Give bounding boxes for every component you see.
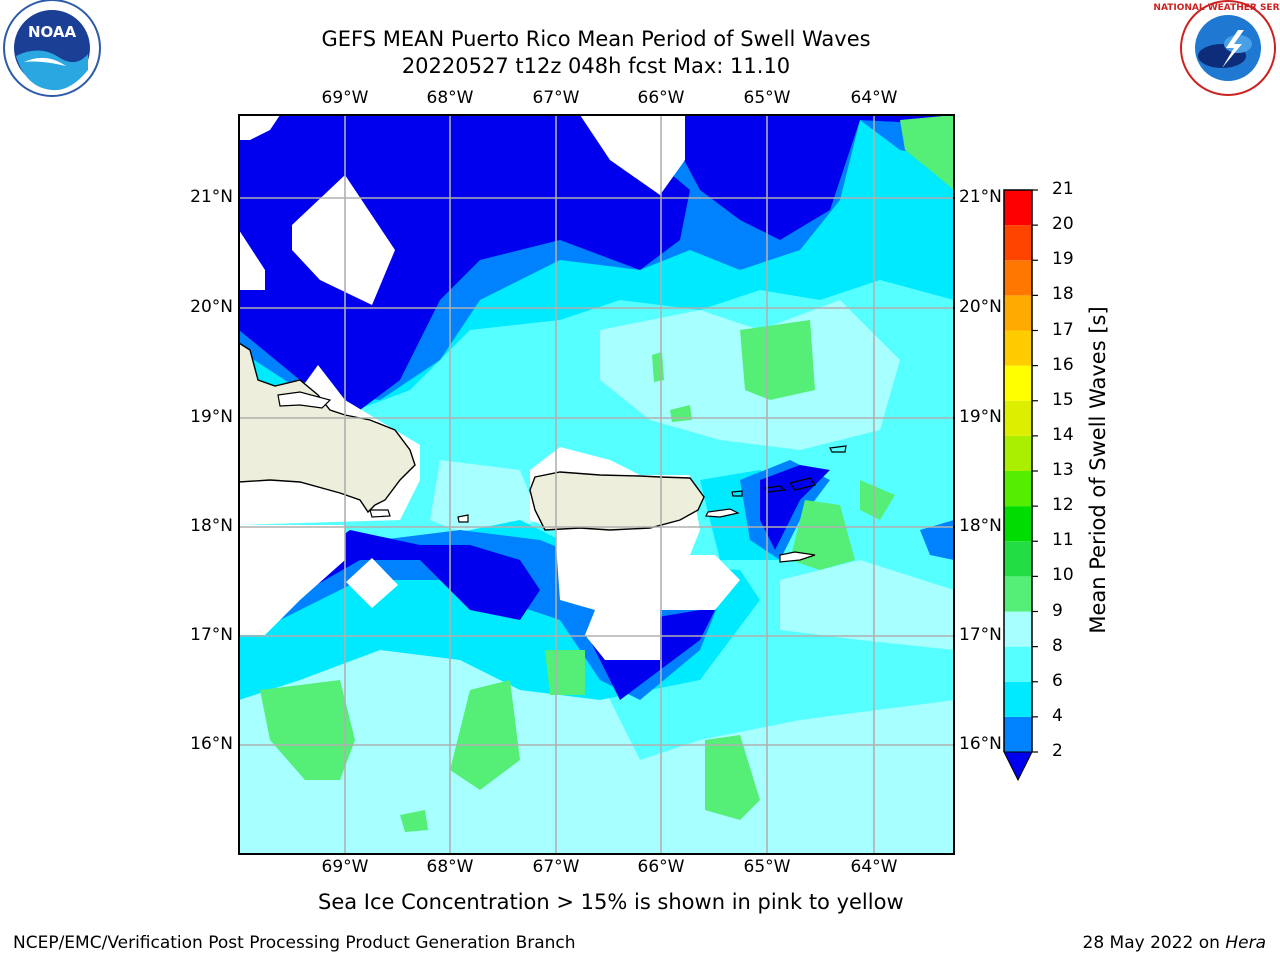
lon-tick-bottom-64: 64°W <box>850 857 898 877</box>
nws-logo-text: NATIONAL WEATHER SERVICE <box>1153 3 1280 13</box>
lon-tick-bottom-67: 67°W <box>532 857 580 877</box>
colorbar-segment <box>1004 295 1032 331</box>
colorbar-tick-label: 20 <box>1052 214 1074 235</box>
colorbar-tick-label: 2 <box>1052 741 1063 761</box>
colorbar-tick-label: 19 <box>1052 249 1074 270</box>
colorbar-segment <box>1004 260 1032 296</box>
lat-tick-left-20: 20°N <box>190 297 233 317</box>
sea-ice-footnote-text: Sea Ice Concentration > 15% is shown in … <box>318 890 904 914</box>
lat-tick-left-19: 19°N <box>190 407 233 427</box>
lat-tick-left-16: 16°N <box>190 734 233 754</box>
lon-tick-bottom-66: 66°W <box>637 857 685 877</box>
colorbar-tick-label: 8 <box>1052 635 1063 656</box>
colorbar-tick-label: 10 <box>1052 565 1074 586</box>
lat-tick-right-18: 18°N <box>959 516 1002 536</box>
colorbar-tick-label: 11 <box>1052 530 1074 551</box>
lon-tick-bottom-68: 68°W <box>426 857 474 877</box>
colorbar-tick-label: 4 <box>1052 705 1063 726</box>
lon-tick-top-69: 69°W <box>321 88 369 108</box>
colorbar-tick-label: 13 <box>1052 460 1074 480</box>
lat-tick-right-21: 21°N <box>959 187 1002 207</box>
colorbar-segment <box>1004 506 1032 542</box>
colorbar-segment <box>1004 435 1032 471</box>
colorbar-tick-label: 16 <box>1052 354 1074 375</box>
colorbar-title: Mean Period of Swell Waves [s] <box>1086 306 1110 634</box>
footer-host: Hera <box>1225 933 1266 953</box>
footer-credit: NCEP/EMC/Verification Post Processing Pr… <box>13 933 576 953</box>
lon-tick-top-67: 67°W <box>532 88 580 108</box>
lon-tick-top-64: 64°W <box>850 88 898 108</box>
colorbar-segment <box>1004 576 1032 612</box>
lon-tick-bottom-65: 65°W <box>743 857 791 877</box>
colorbar-segment <box>1004 190 1032 226</box>
lat-tick-right-20: 20°N <box>959 297 1002 317</box>
colorbar-segment <box>1004 681 1032 717</box>
colorbar-under-triangle <box>1003 751 1033 782</box>
chart-subtitle: 20220527 t12z 048h fcst Max: 11.10 <box>401 54 791 78</box>
nws-logo: NATIONAL WEATHER SERVICE <box>1153 0 1280 96</box>
colorbar-tick-label: 15 <box>1052 389 1074 410</box>
colorbar-tick-label: 12 <box>1052 495 1074 516</box>
lat-tick-left-17: 17°N <box>190 625 233 645</box>
lon-tick-top-68: 68°W <box>426 88 474 108</box>
noaa-logo-text: NOAA <box>28 23 77 41</box>
lat-tick-right-17: 17°N <box>959 625 1002 645</box>
colorbar-segment <box>1004 471 1032 507</box>
noaa-logo: NOAA <box>3 0 101 97</box>
colorbar-segment <box>1004 225 1032 261</box>
footer-date-text: 28 May 2022 on <box>1082 933 1226 953</box>
colorbar-segment <box>1004 716 1032 752</box>
lon-tick-bottom-69: 69°W <box>321 857 369 877</box>
colorbar-segment <box>1004 611 1032 647</box>
graticule <box>239 115 954 854</box>
lat-tick-right-16: 16°N <box>959 734 1002 754</box>
colorbar-segment <box>1004 541 1032 577</box>
colorbar-tick-label: 18 <box>1052 284 1074 305</box>
lat-tick-left-21: 21°N <box>190 187 233 207</box>
footer-date: 28 May 2022 on Hera <box>1083 933 1267 953</box>
colorbar-segment <box>1004 330 1032 366</box>
colorbar-tick-label: 6 <box>1052 670 1063 691</box>
chart-title: GEFS MEAN Puerto Rico Mean Period of Swe… <box>321 27 871 51</box>
colorbar-segment <box>1004 365 1032 401</box>
map-frame <box>238 114 955 855</box>
lat-tick-right-19: 19°N <box>959 407 1002 427</box>
lon-tick-top-65: 65°W <box>743 88 791 108</box>
colorbar-tick-label: 14 <box>1052 424 1074 445</box>
colorbar-tick-label: 21 <box>1052 179 1074 199</box>
colorbar-segment <box>1004 400 1032 436</box>
lat-tick-left-18: 18°N <box>190 516 233 536</box>
colorbar <box>1003 189 1038 782</box>
lon-tick-top-66: 66°W <box>637 88 685 108</box>
colorbar-tick-label: 17 <box>1052 319 1074 340</box>
colorbar-tick-label: 9 <box>1052 600 1063 621</box>
colorbar-segment <box>1004 646 1032 682</box>
